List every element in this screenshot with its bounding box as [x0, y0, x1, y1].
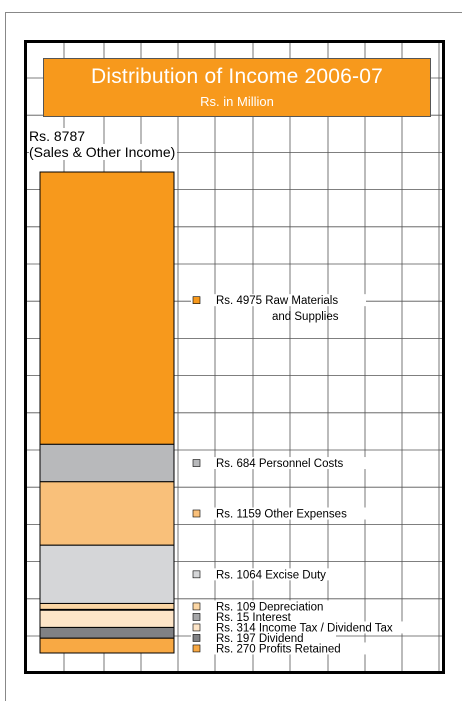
bar-segment — [39, 637, 175, 654]
legend-marker — [192, 602, 201, 611]
chart-title: Distribution of Income 2006-07 — [91, 65, 383, 88]
legend-backdrop — [191, 642, 376, 655]
legend-marker — [192, 634, 201, 642]
total-caption: (Sales & Other Income) — [29, 144, 178, 160]
legend-label: Rs. 270 Profits Retained — [216, 643, 341, 655]
legend-label: Rs. 15 Interest — [216, 612, 292, 624]
bar-segment — [39, 626, 175, 639]
stacked-bar-chart: Rs. 4975 Raw Materials and Supplies Rs. 68… — [39, 171, 434, 655]
bar-segment — [39, 443, 175, 483]
legend-label: Rs. 1159 Other Expenses — [216, 508, 347, 520]
legend-backdrop — [191, 457, 370, 470]
legend-marker — [192, 613, 201, 621]
legend-label-line2: and Supplies — [272, 311, 339, 323]
page-edge — [5, 12, 462, 701]
bar-segment — [39, 544, 175, 604]
legend-backdrop — [191, 631, 336, 644]
legend-backdrop — [191, 294, 366, 307]
bar-segment — [39, 481, 175, 546]
legend-label: Rs. 4975 Raw Materials — [216, 295, 338, 307]
legend-label: Rs. 684 Personnel Costs — [216, 458, 343, 470]
legend-backdrop — [191, 507, 370, 520]
total-value-label: Rs. 8787 — [29, 128, 88, 144]
legend-marker — [192, 644, 201, 653]
legend-marker — [192, 509, 201, 518]
legend-label: Rs. 1064 Excise Duty — [216, 569, 326, 581]
legend-backdrop — [191, 600, 351, 613]
bar-segment — [39, 602, 175, 610]
legend-label: Rs. 109 Depreciation — [216, 601, 323, 613]
title-banner: Distribution of Income 2006-07 Rs. in Mi… — [43, 58, 431, 117]
legend-backdrop — [191, 621, 434, 634]
legend-label: Rs. 314 Income Tax / Dividend Tax — [216, 622, 393, 634]
legend-marker — [192, 570, 201, 579]
bar-segment — [39, 171, 175, 445]
chart-frame: Distribution of Income 2006-07 Rs. in Mi… — [24, 40, 445, 674]
legend-backdrop — [191, 610, 336, 623]
legend-marker — [192, 459, 201, 467]
legend-marker — [192, 296, 201, 304]
bar-segment — [39, 609, 175, 628]
chart-subtitle: Rs. in Million — [200, 94, 274, 109]
legend-backdrop — [191, 568, 351, 581]
legend-label: Rs. 197 Dividend — [216, 633, 304, 645]
legend-marker — [192, 623, 201, 632]
